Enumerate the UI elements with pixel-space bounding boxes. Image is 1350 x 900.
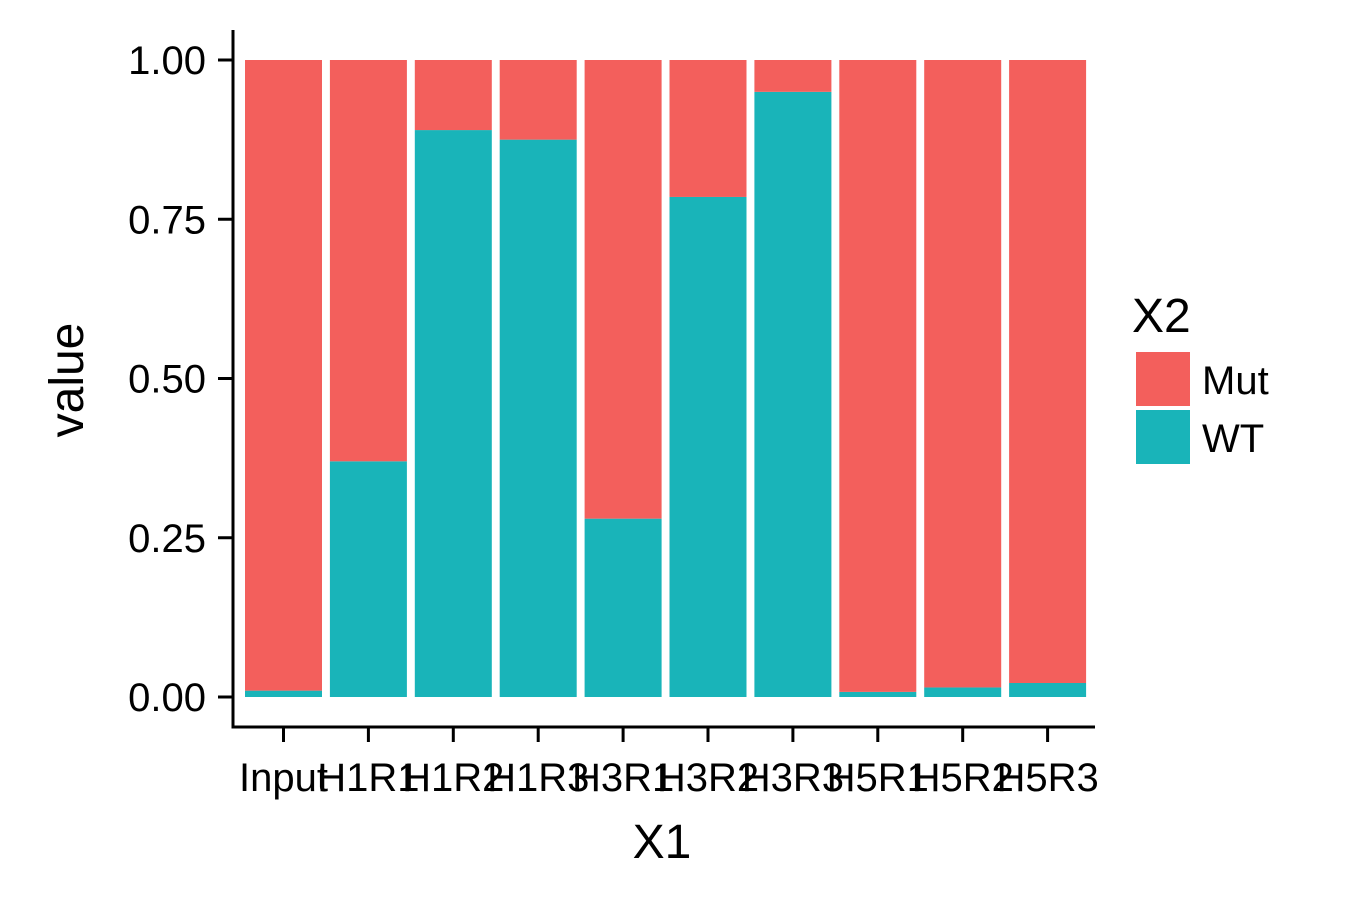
bar-mut-h3r2 — [669, 60, 747, 197]
bar-mut-h5r1 — [839, 60, 917, 692]
y-axis-title: value — [41, 323, 94, 438]
bar-mut-h5r3 — [1009, 60, 1087, 683]
x-tick-label: H5R3 — [996, 756, 1098, 800]
ticks-layer: 0.000.250.500.751.00InputH1R1H1R2H1R3H3R… — [128, 39, 1099, 800]
y-tick-label: 0.50 — [128, 358, 206, 402]
bar-mut-input — [245, 60, 322, 691]
legend-items: Mut WT — [1136, 352, 1269, 464]
bar-wt-h5r3 — [1009, 682, 1087, 697]
legend-title: X2 — [1132, 290, 1191, 343]
x-tick-label: H1R3 — [487, 756, 589, 800]
legend-key-wt — [1136, 410, 1190, 464]
bar-wt-h1r3 — [499, 139, 577, 698]
y-tick-label: 0.00 — [128, 676, 206, 720]
legend-label-mut: Mut — [1202, 359, 1269, 403]
x-tick-label: H5R2 — [912, 756, 1014, 800]
legend-key-mut — [1136, 352, 1190, 406]
x-tick-label: H1R1 — [317, 756, 419, 800]
x-axis-title: X1 — [633, 816, 692, 869]
x-tick-label: H3R2 — [657, 756, 759, 800]
bar-mut-h5r2 — [924, 60, 1002, 688]
legend-label-wt: WT — [1202, 417, 1264, 461]
x-tick-label: H1R2 — [402, 756, 504, 800]
bar-wt-h3r3 — [754, 91, 832, 698]
x-tick-label: H5R1 — [827, 756, 929, 800]
x-tick-label: Input — [239, 756, 328, 800]
bar-wt-input — [245, 690, 322, 697]
bar-wt-h3r2 — [669, 196, 747, 697]
bar-wt-h5r2 — [924, 687, 1002, 697]
bar-wt-h5r1 — [839, 691, 917, 697]
bar-wt-h1r1 — [329, 461, 407, 697]
bar-mut-h1r3 — [499, 60, 577, 140]
bar-mut-h3r1 — [584, 60, 662, 519]
y-tick-label: 1.00 — [128, 39, 206, 83]
legend: X2 Mut WT — [1132, 290, 1269, 464]
y-tick-label: 0.75 — [128, 198, 206, 242]
y-tick-label: 0.25 — [128, 517, 206, 561]
bar-wt-h3r1 — [584, 518, 662, 697]
bar-mut-h1r2 — [414, 60, 492, 131]
x-tick-label: H3R3 — [742, 756, 844, 800]
bar-mut-h1r1 — [329, 60, 407, 462]
x-tick-label: H3R1 — [572, 756, 674, 800]
bar-wt-h1r2 — [414, 130, 492, 697]
bars-layer — [245, 60, 1087, 698]
bar-mut-h3r3 — [754, 60, 832, 92]
